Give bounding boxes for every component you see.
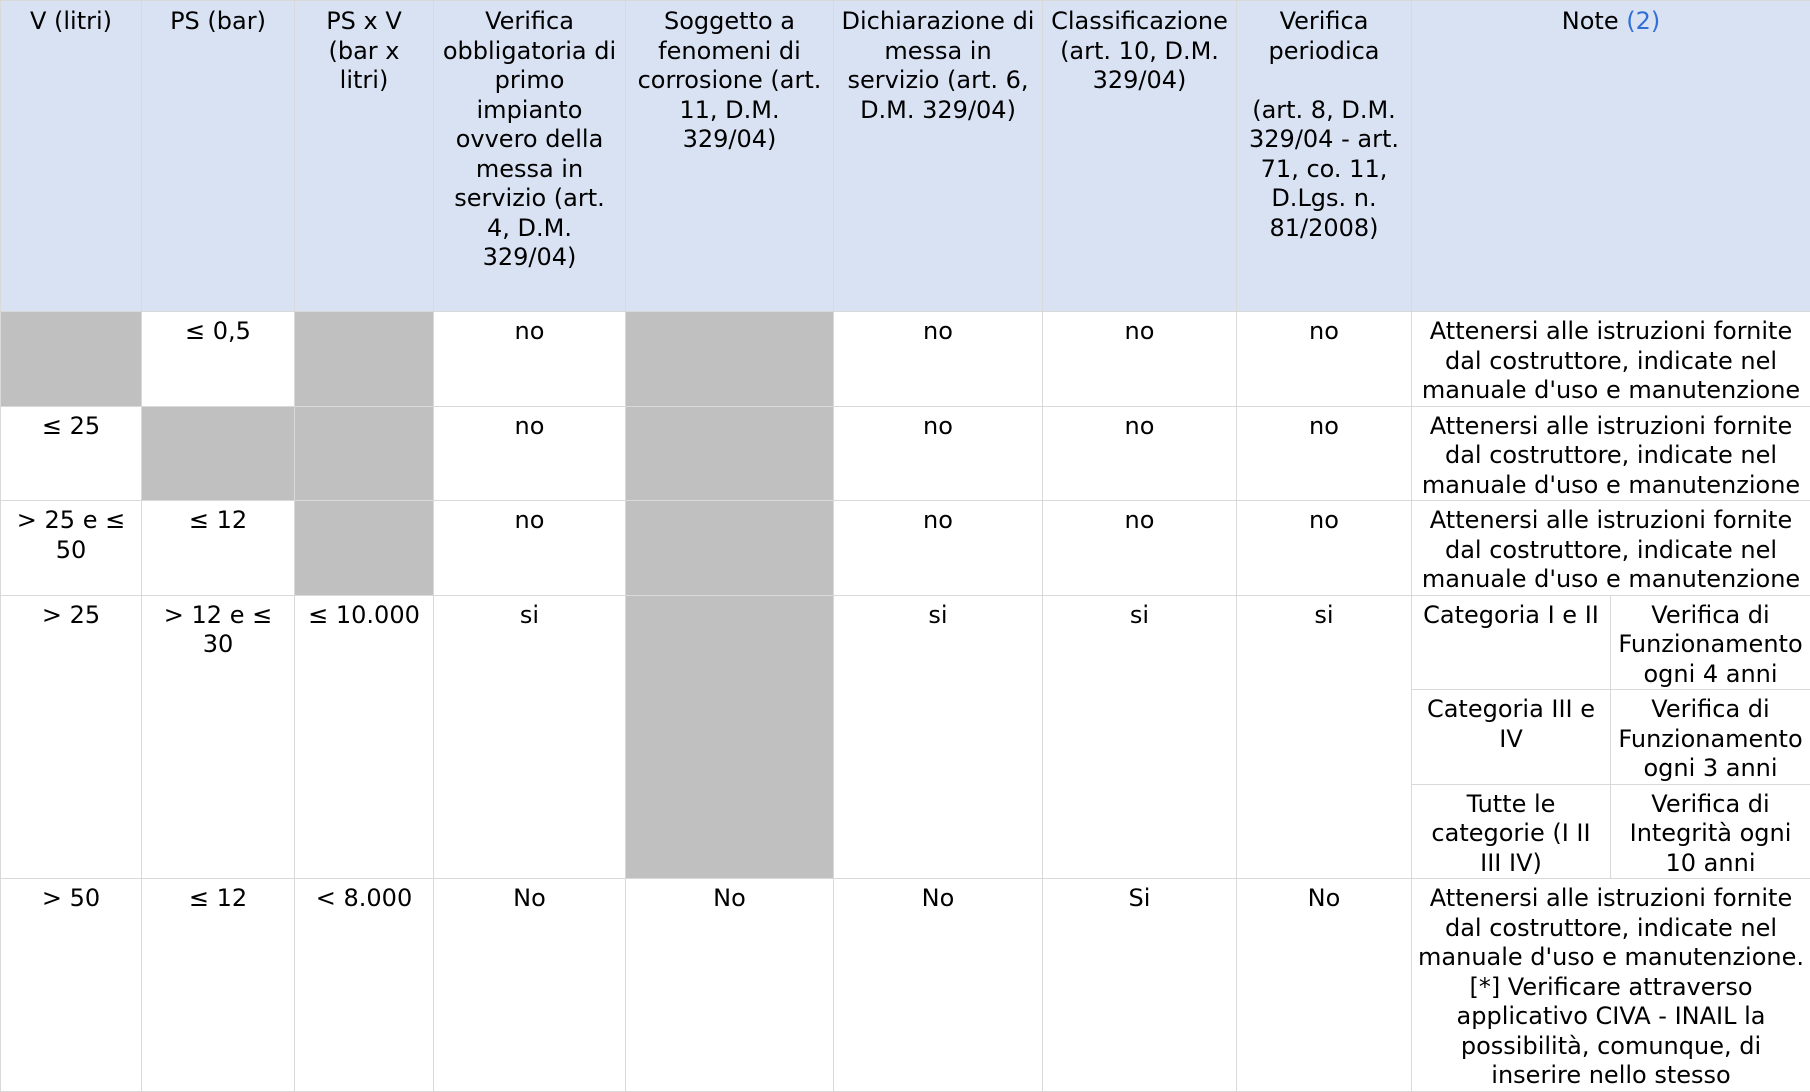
- psv-cell-empty: [295, 406, 434, 501]
- sub-note-verifica: Verifica di Funzionamento ogni 4 anni: [1611, 595, 1810, 690]
- verifica-cell: No: [434, 879, 626, 1092]
- ps-cell: ≤ 12: [142, 879, 295, 1092]
- v-cell-empty: [1, 312, 142, 407]
- table-row: > 50 ≤ 12 < 8.000 No No No Si No Attener…: [1, 879, 1810, 1092]
- ps-cell: ≤ 12: [142, 501, 295, 596]
- header-row: V (litri) PS (bar) PS x V (bar x litri) …: [1, 1, 1810, 312]
- verifica-cell: no: [434, 406, 626, 501]
- periodica-cell: si: [1237, 595, 1412, 879]
- verifica-cell: no: [434, 312, 626, 407]
- sub-note-categoria: Categoria I e II: [1412, 595, 1611, 690]
- sub-note-verifica: Verifica di Integrità ogni 10 anni: [1611, 784, 1810, 879]
- table-row: > 25 > 12 e ≤ 30 ≤ 10.000 si si si si Ca…: [1, 595, 1810, 690]
- note-cell: Attenersi alle istruzioni fornite dal co…: [1412, 879, 1810, 1092]
- periodica-cell: No: [1237, 879, 1412, 1092]
- header-dichiarazione: Dichiarazione di messa in servizio (art.…: [834, 1, 1043, 312]
- dichiarazione-cell: No: [834, 879, 1043, 1092]
- header-verifica-periodica: Verifica periodica (art. 8, D.M. 329/04 …: [1237, 1, 1412, 312]
- note-reference-link[interactable]: (2): [1626, 7, 1660, 35]
- verifica-cell: no: [434, 501, 626, 596]
- psv-cell: ≤ 10.000: [295, 595, 434, 879]
- sub-note-categoria: Tutte le categorie (I II III IV): [1412, 784, 1611, 879]
- corrosione-cell-empty: [626, 501, 834, 596]
- dichiarazione-cell: no: [834, 501, 1043, 596]
- table-row: ≤ 0,5 no no no no Attenersi alle istruzi…: [1, 312, 1810, 407]
- verifica-cell: si: [434, 595, 626, 879]
- ps-cell: > 12 e ≤ 30: [142, 595, 295, 879]
- sub-note-categoria: Categoria III e IV: [1412, 690, 1611, 785]
- v-cell: > 25: [1, 595, 142, 879]
- header-ps-bar: PS (bar): [142, 1, 295, 312]
- periodica-cell: no: [1237, 406, 1412, 501]
- note-cell: Attenersi alle istruzioni fornite dal co…: [1412, 501, 1810, 596]
- sub-note-verifica: Verifica di Funzionamento ogni 3 anni: [1611, 690, 1810, 785]
- psv-cell: < 8.000: [295, 879, 434, 1092]
- corrosione-cell-empty: [626, 312, 834, 407]
- ps-cell-empty: [142, 406, 295, 501]
- corrosione-cell-empty: [626, 406, 834, 501]
- classificazione-cell: no: [1043, 406, 1237, 501]
- header-classificazione: Classificazione (art. 10, D.M. 329/04): [1043, 1, 1237, 312]
- table-row: > 25 e ≤ 50 ≤ 12 no no no no Attenersi a…: [1, 501, 1810, 596]
- v-cell: ≤ 25: [1, 406, 142, 501]
- header-note: Note (2): [1412, 1, 1810, 312]
- dichiarazione-cell: no: [834, 406, 1043, 501]
- note-cell: Attenersi alle istruzioni fornite dal co…: [1412, 406, 1810, 501]
- dichiarazione-cell: si: [834, 595, 1043, 879]
- header-soggetto-corrosione: Soggetto a fenomeni di corrosione (art. …: [626, 1, 834, 312]
- classificazione-cell: Si: [1043, 879, 1237, 1092]
- psv-cell-empty: [295, 312, 434, 407]
- classificazione-cell: si: [1043, 595, 1237, 879]
- corrosione-cell: No: [626, 879, 834, 1092]
- v-cell: > 25 e ≤ 50: [1, 501, 142, 596]
- corrosione-cell-empty: [626, 595, 834, 879]
- classificazione-cell: no: [1043, 501, 1237, 596]
- header-verifica-periodica-title: Verifica periodica: [1243, 7, 1405, 66]
- header-verifica-periodica-ref: (art. 8, D.M. 329/04 - art. 71, co. 11, …: [1243, 96, 1405, 244]
- header-verifica-obbligatoria: Verifica obbligatoria di primo impianto …: [434, 1, 626, 312]
- header-ps-x-v: PS x V (bar x litri): [295, 1, 434, 312]
- v-cell: > 50: [1, 879, 142, 1092]
- note-cell: Attenersi alle istruzioni fornite dal co…: [1412, 312, 1810, 407]
- dichiarazione-cell: no: [834, 312, 1043, 407]
- classificazione-cell: no: [1043, 312, 1237, 407]
- periodica-cell: no: [1237, 501, 1412, 596]
- periodica-cell: no: [1237, 312, 1412, 407]
- psv-cell-empty: [295, 501, 434, 596]
- header-v-litri: V (litri): [1, 1, 142, 312]
- table-row: ≤ 25 no no no no Attenersi alle istruzio…: [1, 406, 1810, 501]
- ps-cell: ≤ 0,5: [142, 312, 295, 407]
- header-note-label: Note: [1562, 7, 1619, 35]
